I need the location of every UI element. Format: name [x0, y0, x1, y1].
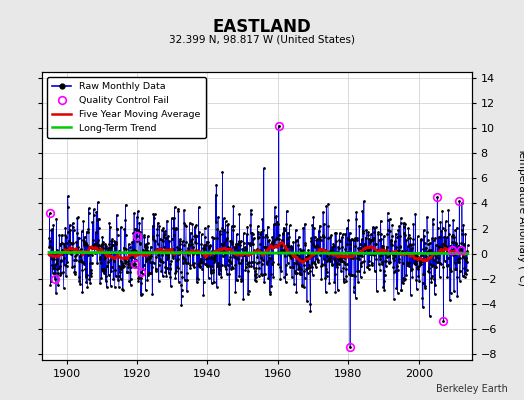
Text: 32.399 N, 98.817 W (United States): 32.399 N, 98.817 W (United States): [169, 34, 355, 44]
Legend: Raw Monthly Data, Quality Control Fail, Five Year Moving Average, Long-Term Tren: Raw Monthly Data, Quality Control Fail, …: [47, 77, 206, 138]
Text: EASTLAND: EASTLAND: [213, 18, 311, 36]
Text: Berkeley Earth: Berkeley Earth: [436, 384, 508, 394]
Y-axis label: Temperature Anomaly (°C): Temperature Anomaly (°C): [517, 146, 524, 286]
